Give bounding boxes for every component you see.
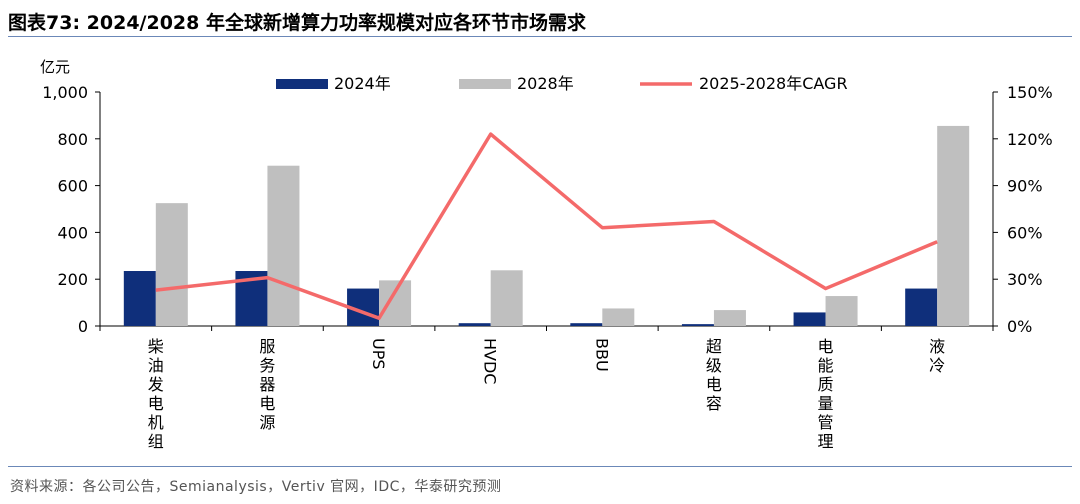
- legend-swatch-2024: [276, 79, 328, 89]
- y-tick-label-right: 30%: [1007, 270, 1043, 289]
- bar-2028: [602, 308, 635, 326]
- x-tick-label: 服务器电源: [259, 337, 275, 432]
- bar-2024: [905, 288, 938, 326]
- bar-2024: [458, 323, 491, 326]
- x-tick-label: 液冷: [929, 337, 945, 375]
- cagr-line: [155, 132, 938, 320]
- bar-2028: [490, 270, 523, 326]
- cagr-line-group: [155, 132, 938, 320]
- labels-group: 0 200 400 600 800 1,000 0% 30% 60% 90% 120% 150% 亿元柴…: [40, 58, 1053, 451]
- chart-area: 0 200 400 600 800 1,000 0% 30% 60% 90% 120% 150% 亿元柴…: [40, 58, 1053, 451]
- legend-label-2028: 2028年: [517, 74, 574, 93]
- y-tick-label-right: 90%: [1007, 177, 1043, 196]
- bar-2028: [267, 165, 300, 326]
- chart-title: 图表73: 2024/2028 年全球新增算力功率规模对应各环节市场需求: [8, 12, 586, 34]
- legend-swatch-2028: [459, 79, 511, 89]
- bar-2028: [713, 310, 746, 326]
- x-tick-label: BBU: [592, 338, 611, 372]
- x-tick-label: UPS: [369, 338, 388, 370]
- y-tick-label-right: 0%: [1007, 317, 1032, 336]
- axes-group: [95, 91, 998, 331]
- bar-2024: [570, 323, 603, 326]
- x-tick-label: 超级电容: [706, 337, 722, 413]
- y-axis-label: 亿元: [40, 58, 70, 76]
- y-tick-label-right: 150%: [1007, 83, 1053, 102]
- bar-2024: [681, 324, 714, 326]
- bar-2024: [793, 312, 826, 326]
- bar-2028: [379, 280, 412, 326]
- y-tick-label-left: 200: [57, 270, 88, 289]
- legend-label-cagr: 2025-2028年CAGR: [699, 74, 848, 93]
- y-tick-label-left: 0: [78, 317, 88, 336]
- footer-rule: [8, 466, 1072, 467]
- y-tick-label-left: 800: [57, 130, 88, 149]
- x-tick-label: HVDC: [481, 338, 500, 384]
- x-tick-label: 电能质量管理: [818, 337, 834, 451]
- bar-2028: [937, 125, 970, 327]
- legend-label-2024: 2024年: [334, 74, 391, 93]
- bar-2024: [123, 271, 156, 326]
- x-tick-label: 柴油发电机组: [148, 337, 164, 451]
- y-tick-label-right: 60%: [1007, 223, 1043, 242]
- y-tick-label-left: 1,000: [42, 83, 88, 102]
- y-tick-label-left: 400: [57, 223, 88, 242]
- bar-2028: [825, 296, 858, 326]
- y-tick-label-right: 120%: [1007, 130, 1053, 149]
- bar-2028: [155, 203, 188, 326]
- source-note: 资料来源：各公司公告，Semianalysis，Vertiv 官网，IDC，华泰…: [10, 479, 502, 495]
- y-tick-label-left: 600: [57, 177, 88, 196]
- title-rule: [8, 36, 1072, 37]
- bars-group: [123, 125, 970, 327]
- legend: 2024年 2028年 2025-2028年CAGR: [276, 74, 848, 93]
